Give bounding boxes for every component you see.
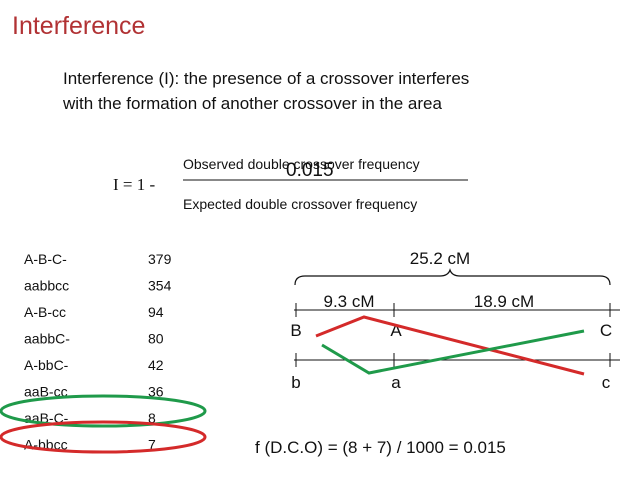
- dco-frequency-calculation: f (D.C.O) = (8 + 7) / 1000 = 0.015: [255, 438, 506, 457]
- total-distance-label: 25.2 cM: [410, 249, 470, 268]
- phenotype-count: 94: [148, 304, 164, 320]
- definition-line-1: Interference (I): the presence of a cros…: [63, 69, 470, 88]
- phenotype-count: 379: [148, 251, 172, 267]
- allele-B-upper: B: [290, 321, 301, 340]
- phenotype-count: 8: [148, 410, 156, 426]
- allele-b-lower: b: [291, 373, 300, 392]
- phenotype-label: A-bbC-: [24, 357, 69, 373]
- slide-title: Interference: [12, 12, 146, 40]
- green-highlight-ellipse: [0, 394, 207, 428]
- formula-overlay-value: 0.015: [286, 160, 334, 181]
- phenotype-label: A-B-C-: [24, 251, 67, 267]
- phenotype-label: aabbcc: [24, 278, 69, 294]
- allele-c-lower: c: [602, 373, 611, 392]
- phenotype-label: aaB-cc: [24, 384, 68, 400]
- phenotype-count: 354: [148, 278, 172, 294]
- definition-line-2: with the formation of another crossover …: [63, 94, 442, 113]
- formula-numerator: Observed double crossover frequency: [183, 156, 420, 172]
- green-crossover-strand: [321, 329, 585, 375]
- total-distance-brace: [294, 268, 611, 286]
- formula-denominator: Expected double crossover frequency: [183, 196, 417, 212]
- phenotype-count: 42: [148, 357, 164, 373]
- right-distance-label: 18.9 cM: [474, 292, 534, 311]
- phenotype-count: 36: [148, 384, 164, 400]
- left-distance-label: 9.3 cM: [323, 292, 374, 311]
- phenotype-label: A-B-cc: [24, 304, 66, 320]
- allele-a-lower: a: [391, 373, 401, 392]
- red-crossover-strand: [315, 315, 585, 376]
- phenotype-label: aabbC-: [24, 331, 70, 347]
- phenotype-count: 7: [148, 437, 156, 453]
- formula-lhs: I = 1 -: [113, 175, 155, 194]
- phenotype-count: 80: [148, 331, 164, 347]
- red-highlight-ellipse: [0, 420, 207, 454]
- allele-C-upper: C: [600, 321, 612, 340]
